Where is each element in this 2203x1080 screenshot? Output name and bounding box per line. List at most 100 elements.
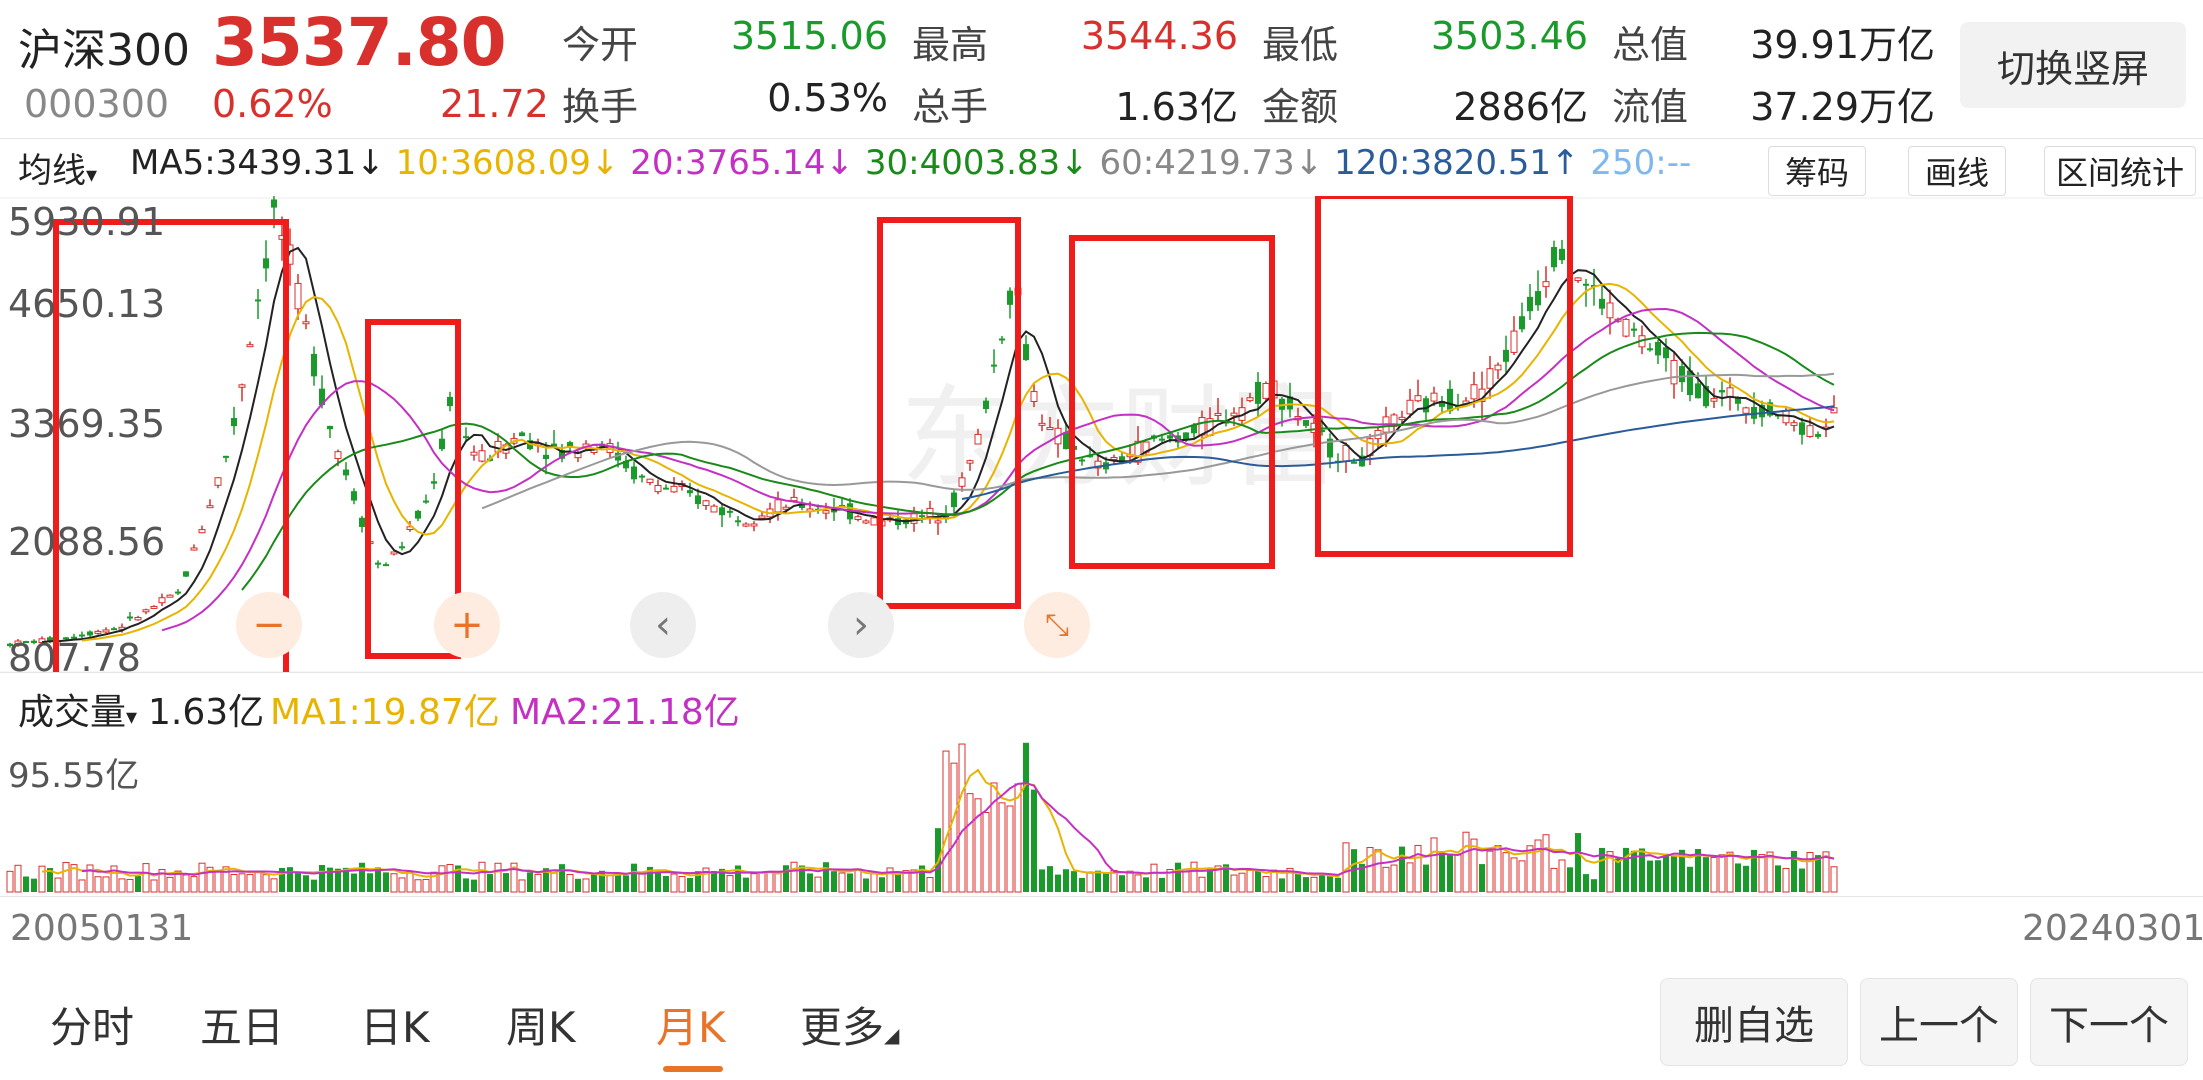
- volume-chart[interactable]: [0, 736, 2203, 896]
- stat-value-amount: 2886亿: [1453, 85, 1588, 129]
- volume-bar: [1175, 862, 1181, 892]
- ma250-value: 250:--: [1590, 143, 1692, 183]
- candle-body: [246, 344, 254, 348]
- tab-more-label: 更多: [800, 1003, 885, 1052]
- volume-bar: [766, 871, 774, 893]
- candle-body: [214, 477, 222, 486]
- candle-body: [223, 455, 229, 458]
- ma-selector-label: 均线: [18, 151, 86, 191]
- candle-body: [1406, 399, 1414, 415]
- candle-body: [1606, 302, 1614, 319]
- volume-bar: [1758, 854, 1766, 893]
- kline-chart[interactable]: 东方财富: [0, 196, 2203, 672]
- volume-bar: [1751, 849, 1757, 892]
- collapse-icon[interactable]: ⤡: [1024, 592, 1090, 658]
- candle-body: [1134, 440, 1142, 463]
- candle-body: [383, 564, 389, 567]
- tab-weekly-k[interactable]: 周K: [506, 1003, 576, 1052]
- candle-body: [1551, 247, 1557, 268]
- candle-body: [1351, 461, 1357, 464]
- tab-five-day[interactable]: 五日: [200, 1003, 285, 1052]
- candle-body: [390, 551, 398, 555]
- volume-bar: [1279, 878, 1285, 892]
- tab-monthly-k[interactable]: 月K: [656, 1003, 726, 1052]
- candle-body: [311, 353, 317, 377]
- candle-body: [1695, 383, 1701, 399]
- candle-body: [238, 384, 246, 388]
- candle-body: [63, 637, 69, 640]
- change-percent: 0.62%: [212, 82, 333, 126]
- volume-bar: [1479, 864, 1485, 892]
- ma-selector[interactable]: 均线▾: [18, 143, 97, 192]
- divider: [0, 138, 2203, 139]
- zoom-out-icon[interactable]: −: [236, 592, 302, 658]
- candle-body: [1647, 348, 1653, 351]
- previous-button[interactable]: 上一个: [1860, 978, 2018, 1066]
- candle-body: [1583, 283, 1589, 286]
- volume-bar: [406, 871, 414, 893]
- candle-body: [431, 481, 437, 484]
- candle-body: [1079, 459, 1085, 462]
- tab-daily-k[interactable]: 日K: [360, 1003, 430, 1052]
- volume-bar: [1655, 860, 1661, 892]
- candle-body: [854, 516, 862, 520]
- candle-body: [983, 400, 989, 409]
- candle-body: [7, 643, 13, 647]
- chips-button[interactable]: 筹码: [1768, 146, 1866, 196]
- volume-bar: [799, 865, 805, 892]
- tab-more[interactable]: 更多◢: [800, 994, 899, 1055]
- volume-bar: [494, 862, 502, 893]
- chevron-right-icon[interactable]: ›: [828, 592, 894, 658]
- remove-watchlist-button[interactable]: 删自选: [1660, 978, 1848, 1066]
- range-stats-button[interactable]: 区间统计: [2044, 146, 2196, 196]
- ma60-line: [481, 372, 1835, 510]
- active-tab-indicator: [663, 1066, 723, 1072]
- volume-bar: [1735, 863, 1741, 892]
- volume-bar: [1671, 855, 1677, 892]
- volume-bar: [1775, 865, 1781, 892]
- volume-bar: [190, 876, 198, 893]
- stat-value-volume: 1.63亿: [1115, 85, 1238, 129]
- candle-body: [79, 634, 85, 637]
- volume-bar: [982, 811, 990, 893]
- ma60-value: 60:4219.73↓: [1099, 143, 1324, 183]
- chevron-left-icon[interactable]: ‹: [630, 592, 696, 658]
- volume-selector[interactable]: 成交量▾: [18, 683, 137, 735]
- volume-bar: [1663, 853, 1669, 892]
- stat-value-open: 3515.06: [730, 14, 888, 58]
- candle-body: [1191, 424, 1197, 434]
- volume-bar: [1567, 867, 1573, 892]
- candle-body: [790, 496, 798, 502]
- volume-bar: [62, 862, 70, 893]
- candle-body: [870, 517, 878, 526]
- draw-line-button[interactable]: 画线: [1908, 146, 2006, 196]
- candle-body: [1679, 366, 1685, 383]
- candle-body: [1510, 330, 1518, 353]
- toggle-portrait-button[interactable]: 切换竖屏: [1960, 22, 2186, 108]
- tab-intraday[interactable]: 分时: [50, 1003, 135, 1052]
- caret-down-icon: ▾: [86, 163, 98, 188]
- stat-label-high: 最高: [912, 23, 989, 67]
- volume-bar: [606, 874, 614, 893]
- volume-bar: [1822, 851, 1830, 893]
- volume-bar: [758, 871, 766, 893]
- candle-body: [439, 438, 445, 450]
- volume-bar: [1558, 859, 1566, 893]
- volume-bar: [1494, 845, 1502, 893]
- volume-bar: [1103, 873, 1109, 892]
- volume-bar: [559, 864, 565, 892]
- candle-body: [895, 518, 901, 526]
- zoom-in-icon[interactable]: +: [434, 592, 500, 658]
- candle-body: [1183, 432, 1189, 441]
- volume-bar: [478, 861, 486, 893]
- stat-label-low: 最低: [1262, 23, 1339, 67]
- volume-bar: [222, 866, 230, 893]
- volume-bar: [655, 872, 661, 892]
- volume-bar: [343, 867, 349, 892]
- caret-down-icon: ▾: [126, 705, 138, 730]
- candle-body: [478, 450, 486, 462]
- volume-bar: [335, 868, 341, 892]
- next-button[interactable]: 下一个: [2030, 978, 2188, 1066]
- volume-bar: [847, 873, 853, 892]
- volume-bar: [1246, 869, 1254, 893]
